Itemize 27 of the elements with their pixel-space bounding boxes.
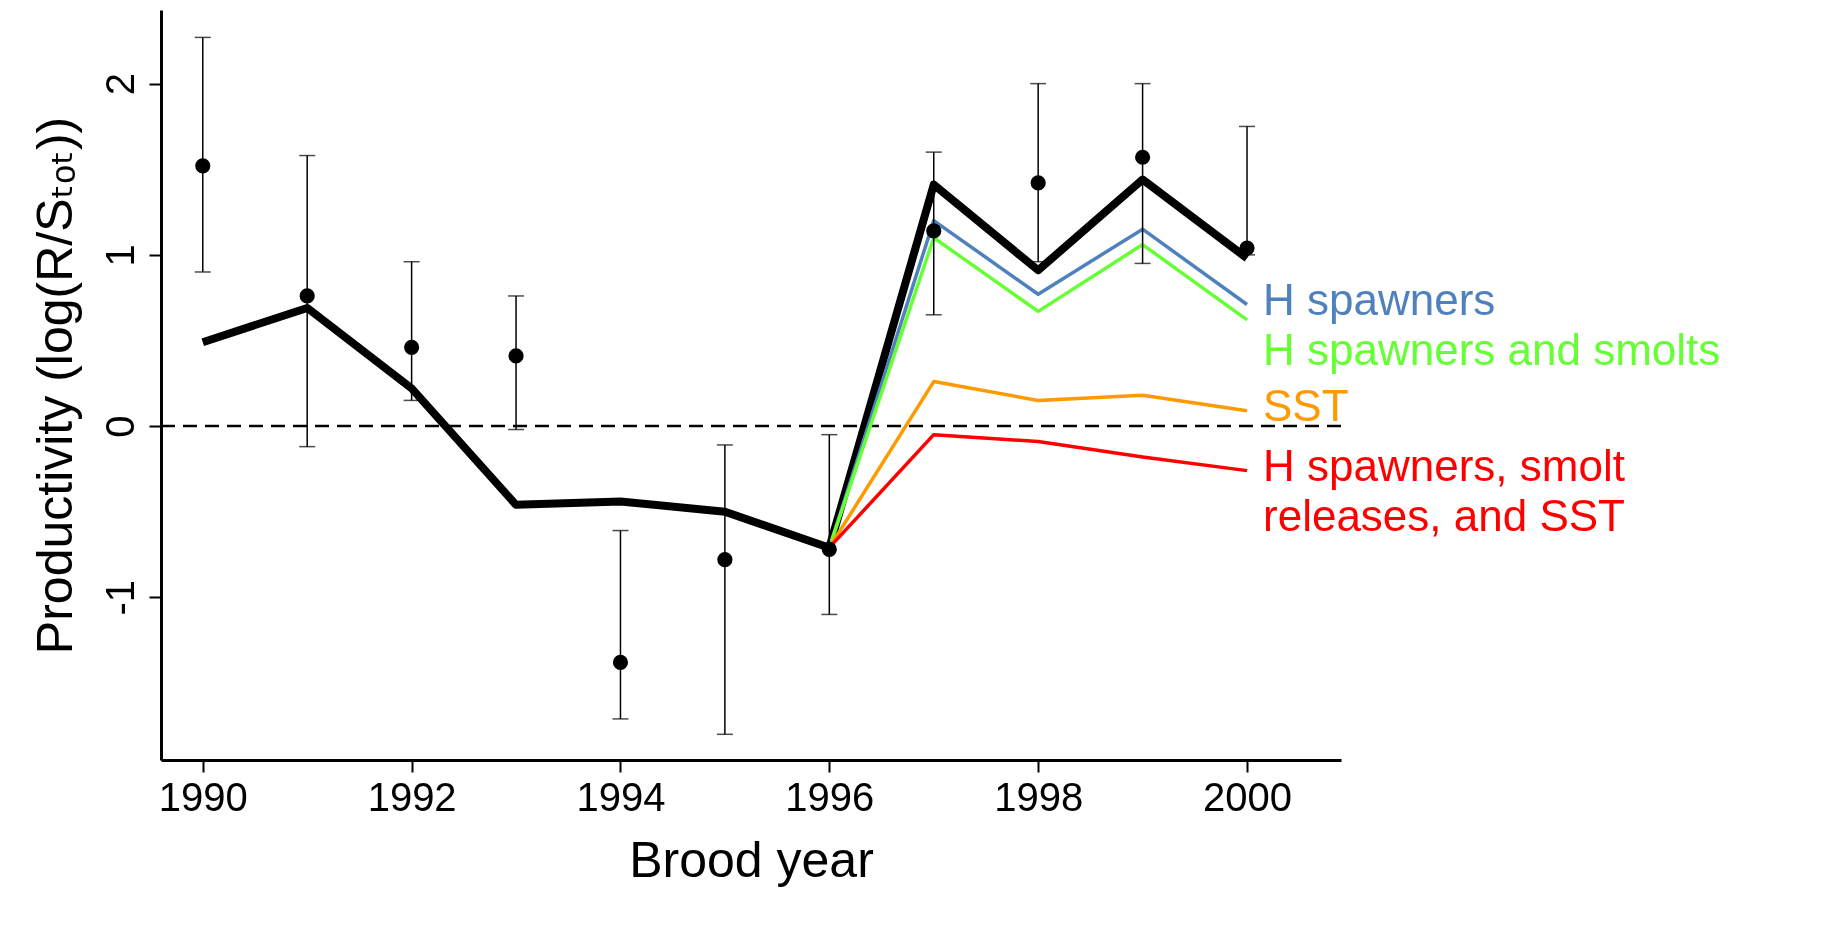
- x-tick-label: 1990: [158, 774, 248, 819]
- series-label: H spawners and smolts: [1263, 324, 1721, 374]
- point: [1239, 240, 1255, 256]
- point: [1135, 149, 1151, 165]
- y-tick-label: 1: [97, 244, 142, 267]
- point: [404, 339, 420, 355]
- x-axis-title: Brood year: [629, 831, 874, 888]
- point: [926, 223, 942, 239]
- point: [195, 158, 211, 174]
- y-tick-label: 2: [97, 73, 142, 96]
- point: [299, 288, 315, 304]
- x-tick-label: 1996: [785, 774, 875, 819]
- x-tick-label: 2000: [1203, 774, 1293, 819]
- series-label: H spawners: [1263, 274, 1496, 324]
- y-tick-label: 0: [97, 415, 142, 438]
- y-axis-title: Productivity (log(R/Sₜₒₜ)): [26, 116, 83, 655]
- x-tick-label: 1992: [367, 774, 457, 819]
- series-label: H spawners, smolt releases, and SST: [1263, 440, 1625, 540]
- point: [717, 552, 733, 568]
- x-tick-label: 1998: [994, 774, 1084, 819]
- series-label: SST: [1263, 380, 1349, 430]
- x-tick-label: 1994: [576, 774, 666, 819]
- y-tick-label: -1: [97, 580, 142, 616]
- point: [508, 348, 524, 364]
- point: [1030, 175, 1046, 191]
- point: [612, 654, 629, 670]
- point: [821, 541, 837, 557]
